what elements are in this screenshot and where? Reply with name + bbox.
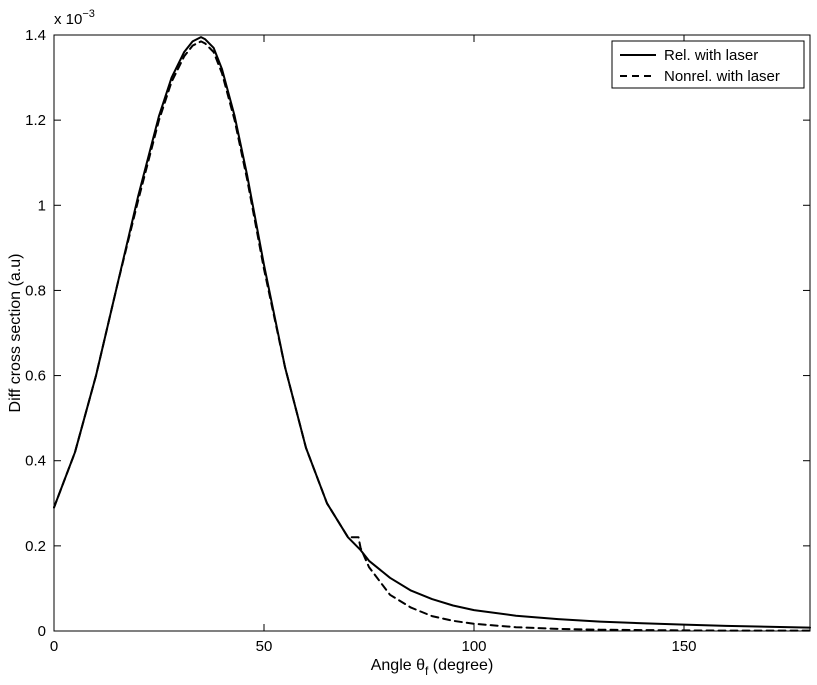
x-axis-label-suffix: (degree) bbox=[428, 657, 493, 674]
legend: Rel. with laser Nonrel. with laser bbox=[611, 40, 805, 89]
x-tick-label: 0 bbox=[50, 638, 58, 655]
plot-frame bbox=[53, 34, 811, 632]
x-axis-label: Angle θf (degree) bbox=[371, 657, 494, 678]
series-line-nonrel bbox=[53, 40, 811, 632]
x-tick-label: 100 bbox=[461, 638, 486, 655]
y-tick-label: 0.8 bbox=[25, 282, 46, 299]
y-tick-label: 0 bbox=[38, 623, 46, 640]
y-tick-label: 1 bbox=[38, 197, 46, 214]
x-tick-label: 150 bbox=[671, 638, 696, 655]
y-tick-label: 1.4 bbox=[25, 27, 46, 44]
y-tick-label: 0.2 bbox=[25, 538, 46, 555]
y-tick-label: 1.2 bbox=[25, 112, 46, 129]
x-axis-label-subscript: f bbox=[425, 664, 429, 678]
series-group bbox=[53, 36, 811, 632]
x-axis-label-main: Angle θ bbox=[371, 657, 425, 674]
legend-box bbox=[611, 40, 805, 89]
y-multiplier: x 10−3 bbox=[54, 8, 95, 28]
y-multiplier-exponent: −3 bbox=[82, 8, 95, 20]
legend-label-nonrel: Nonrel. with laser bbox=[664, 68, 780, 85]
axis-tick-labels: 0 50 100 150 0 0.2 0.4 0.6 0.8 1 1.2 1.4 bbox=[25, 27, 696, 655]
x-tick-label: 50 bbox=[256, 638, 273, 655]
y-axis-label: Diff cross section (a.u) bbox=[7, 254, 24, 413]
y-multiplier-base: x 10 bbox=[54, 11, 82, 28]
y-tick-label: 0.4 bbox=[25, 453, 46, 470]
y-tick-label: 0.6 bbox=[25, 368, 46, 385]
legend-label-rel: Rel. with laser bbox=[664, 47, 758, 64]
